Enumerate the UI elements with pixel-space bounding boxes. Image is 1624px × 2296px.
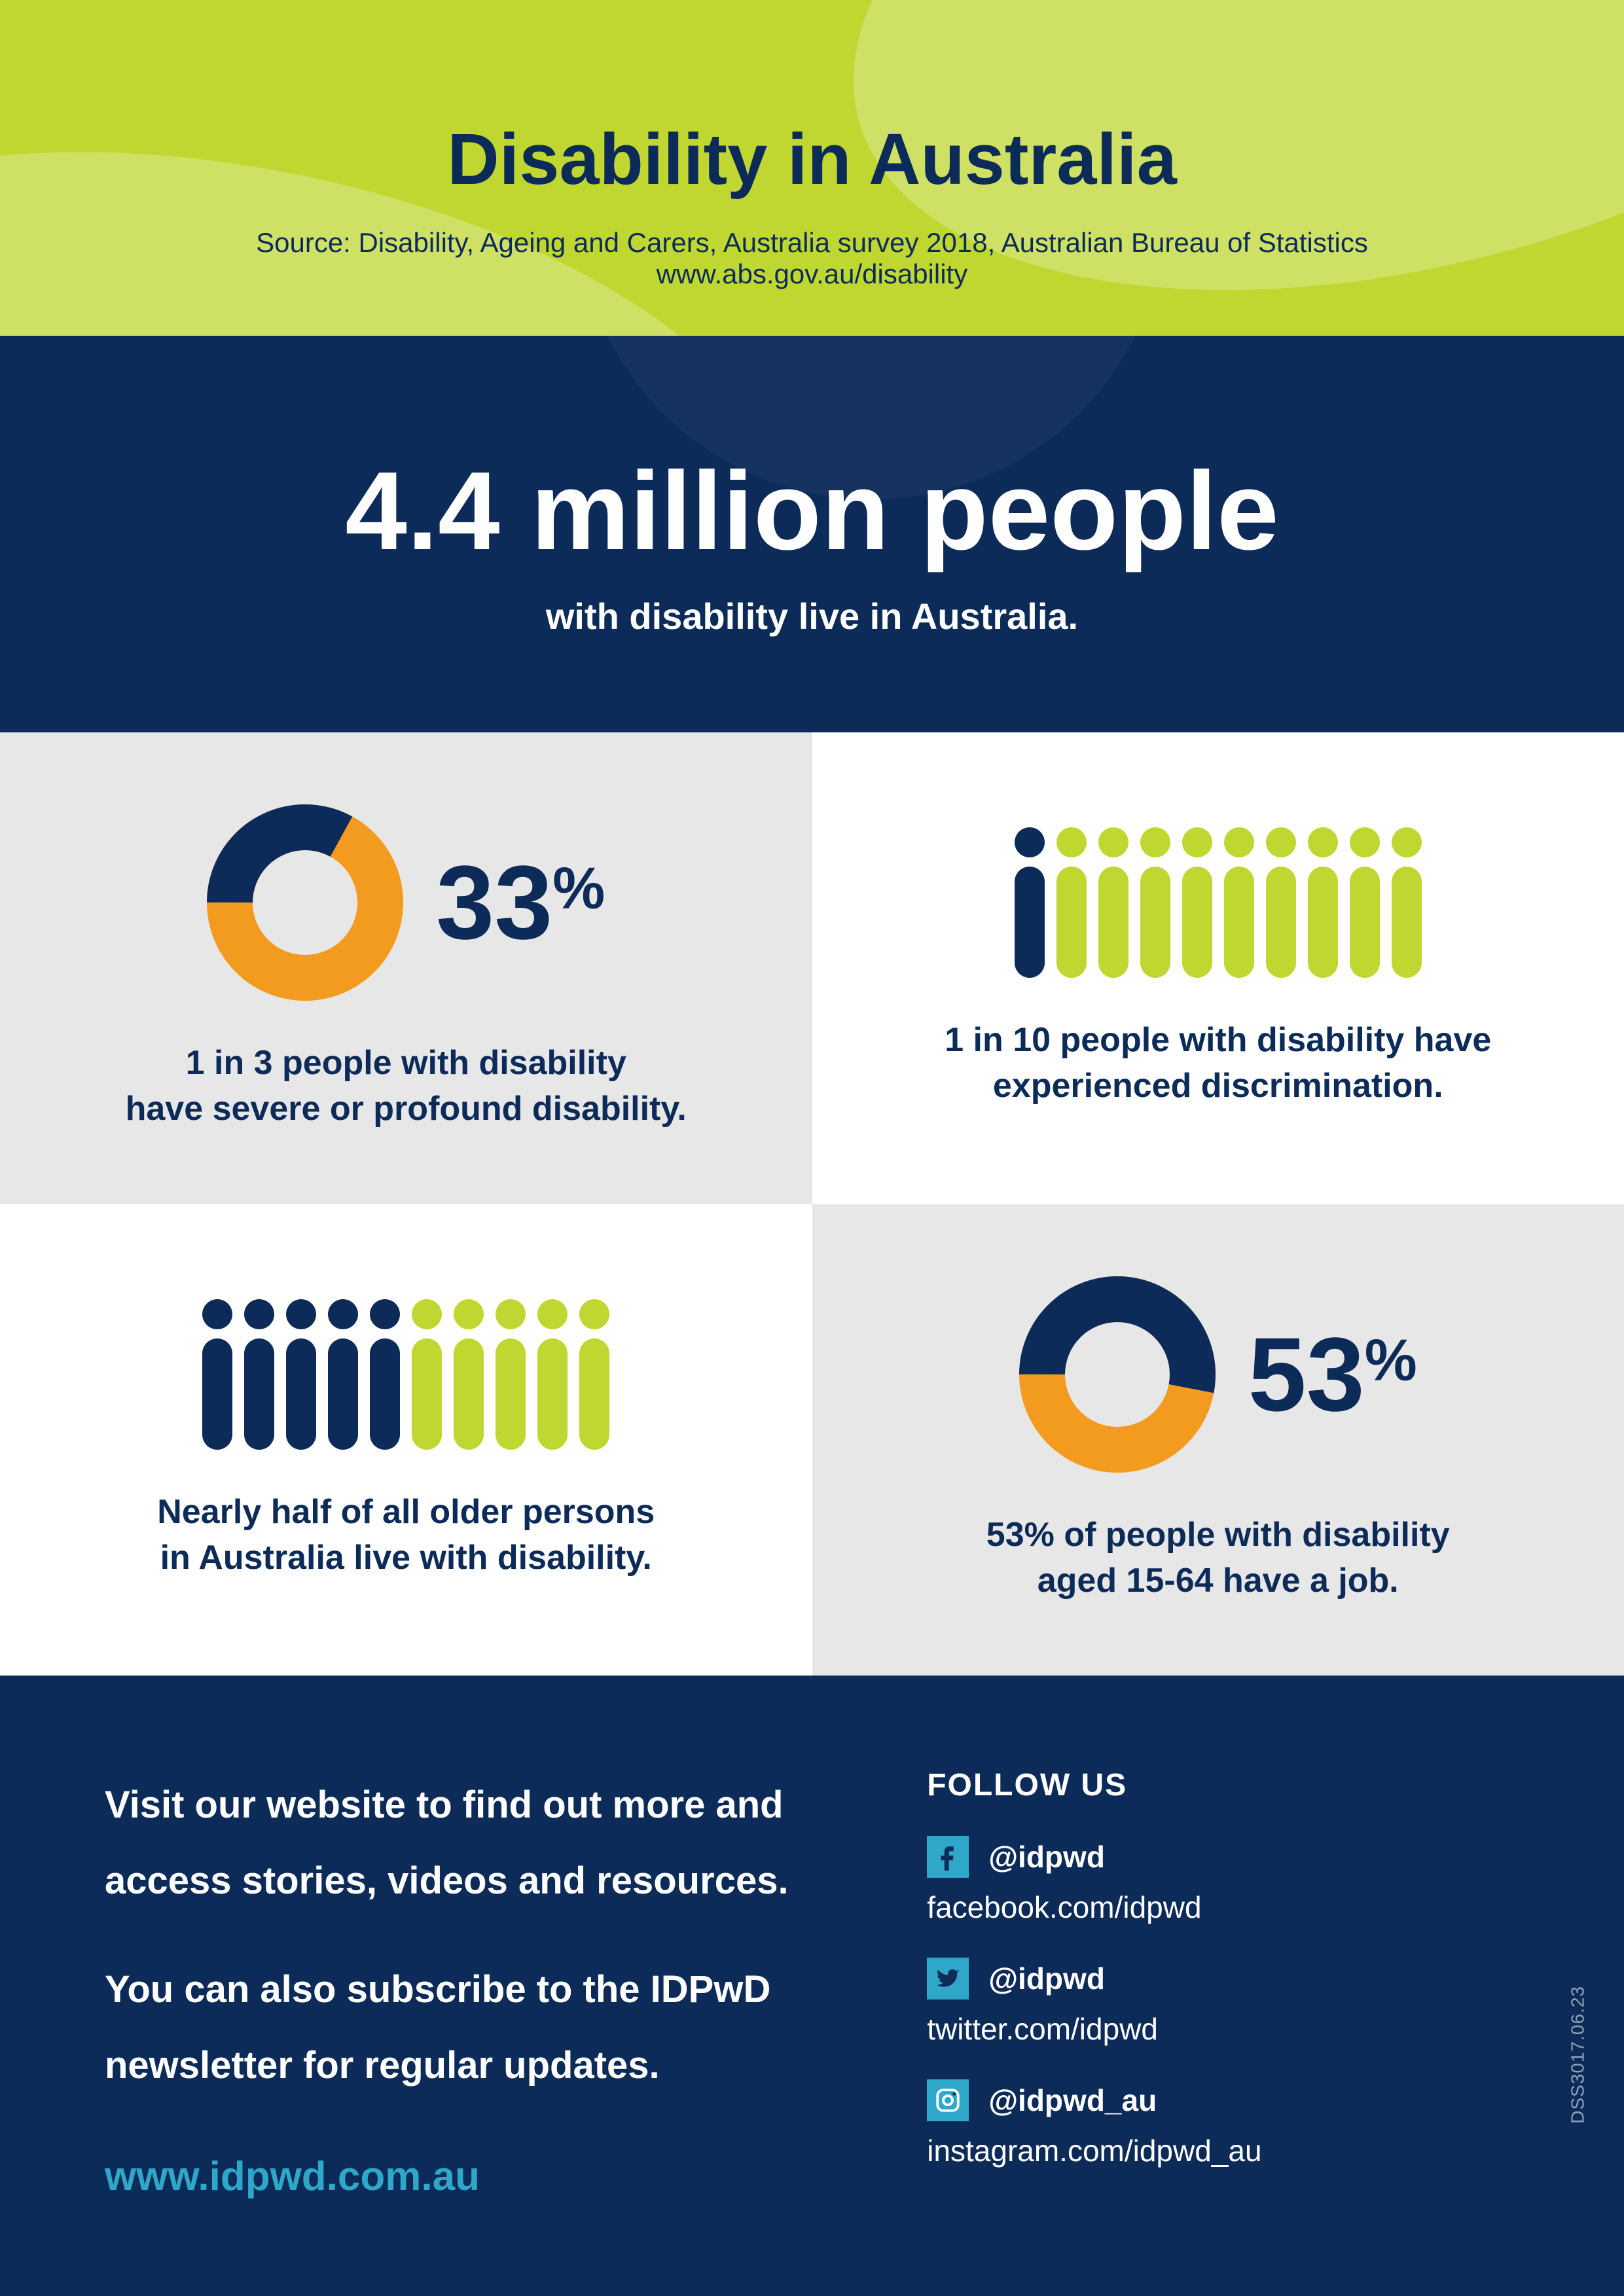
percent-sign: % [552, 855, 605, 923]
social-handle: @idpwd [988, 1961, 1105, 1996]
person-icon [1392, 827, 1422, 978]
social-url: instagram.com/idpwd_au [927, 2133, 1519, 2168]
pictograph [202, 1299, 609, 1450]
donut-chart: 33 % [207, 804, 605, 1001]
person-icon [537, 1299, 568, 1450]
source-line: Source: Disability, Ageing and Carers, A… [98, 227, 1526, 290]
social-handle: @idpwd_au [988, 2083, 1157, 2118]
person-icon [202, 1299, 232, 1450]
person-icon [286, 1299, 316, 1450]
person-icon [1056, 827, 1087, 978]
social-item: @idpwd_au instagram.com/idpwd_au [927, 2079, 1519, 2168]
person-icon [1308, 827, 1338, 978]
person-icon [454, 1299, 484, 1450]
person-icon [1140, 827, 1170, 978]
person-icon [1266, 827, 1296, 978]
footer-line: newsletter for regular updates. [105, 2028, 875, 2104]
stat-caption: 1 in 10 people with disability haveexper… [945, 1017, 1491, 1109]
percent-sign: % [1365, 1327, 1417, 1395]
donut-svg [207, 804, 403, 1001]
social-item: @idpwd twitter.com/idpwd [927, 1958, 1519, 2047]
person-icon [244, 1299, 274, 1450]
stat-card: 53 % 53% of people with disabilityaged 1… [812, 1204, 1624, 1676]
donut-svg [1019, 1276, 1216, 1473]
person-icon [496, 1299, 526, 1450]
percent-number: 33 [436, 842, 552, 963]
stat-card: Nearly half of all older personsin Austr… [0, 1204, 812, 1676]
page-title: Disability in Australia [98, 118, 1526, 201]
person-icon [1182, 827, 1212, 978]
follow-heading: FOLLOW US [927, 1767, 1519, 1803]
header: Disability in Australia Source: Disabili… [0, 0, 1624, 336]
percent-number: 53 [1248, 1314, 1365, 1435]
document-reference: DSS3017.06.23 [1568, 1986, 1589, 2124]
stat-card: 1 in 10 people with disability haveexper… [812, 732, 1624, 1204]
instagram-icon [927, 2079, 969, 2121]
social-handle: @idpwd [988, 1839, 1105, 1874]
pictograph [1015, 827, 1422, 978]
social-item: @idpwd facebook.com/idpwd [927, 1836, 1519, 1925]
facebook-icon [927, 1836, 969, 1878]
footer-cta: Visit our website to find out more and a… [105, 1767, 875, 2217]
footer-line: Visit our website to find out more and [105, 1767, 875, 1843]
person-icon [412, 1299, 442, 1450]
stat-caption: 53% of people with disabilityaged 15-64 … [986, 1512, 1450, 1604]
social-url: facebook.com/idpwd [927, 1890, 1519, 1925]
stat-caption: Nearly half of all older personsin Austr… [157, 1489, 655, 1581]
twitter-icon [927, 1958, 969, 2000]
stats-grid: 33 % 1 in 3 people with disabilityhave s… [0, 732, 1624, 1676]
person-icon [1350, 827, 1380, 978]
person-icon [370, 1299, 400, 1450]
person-icon [579, 1299, 609, 1450]
person-icon [1224, 827, 1254, 978]
website-url: www.idpwd.com.au [105, 2136, 875, 2217]
percent-value: 33 % [436, 842, 605, 963]
footer-line: You can also subscribe to the IDPwD [105, 1952, 875, 2028]
person-icon [1015, 827, 1045, 978]
hero-headline: 4.4 million people [65, 447, 1559, 575]
footer: Visit our website to find out more and a… [0, 1676, 1624, 2296]
hero-sub: with disability live in Australia. [65, 595, 1559, 637]
person-icon [1098, 827, 1128, 978]
donut-chart: 53 % [1019, 1276, 1417, 1473]
follow-us: FOLLOW US @idpwd facebook.com/idpwd @idp… [927, 1767, 1519, 2217]
stat-caption: 1 in 3 people with disabilityhave severe… [126, 1040, 687, 1132]
percent-value: 53 % [1248, 1314, 1417, 1435]
social-list: @idpwd facebook.com/idpwd @idpwd twitter… [927, 1836, 1519, 2168]
social-url: twitter.com/idpwd [927, 2011, 1519, 2047]
person-icon [328, 1299, 358, 1450]
hero-stat: 4.4 million people with disability live … [0, 336, 1624, 732]
footer-line: access stories, videos and resources. [105, 1843, 875, 1919]
stat-card: 33 % 1 in 3 people with disabilityhave s… [0, 732, 812, 1204]
